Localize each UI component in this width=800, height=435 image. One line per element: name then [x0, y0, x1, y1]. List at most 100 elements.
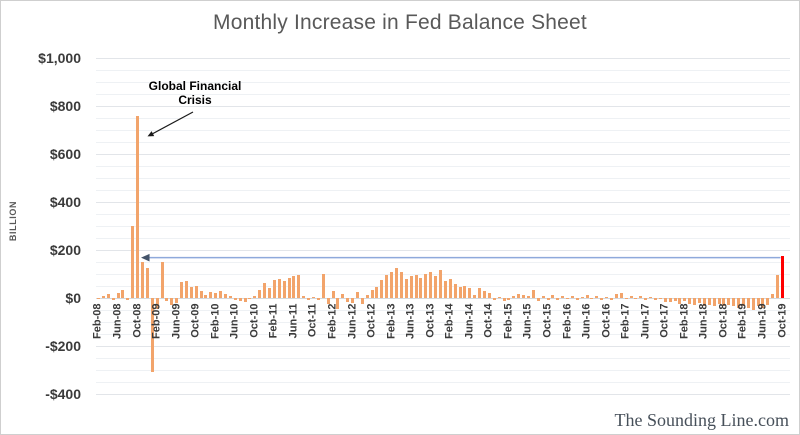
grid-line: [96, 82, 790, 83]
bar: [395, 268, 398, 298]
grid-line: [96, 130, 790, 131]
bar: [468, 288, 472, 298]
y-tick-label: $200: [49, 242, 81, 258]
y-tick-label: $1,000: [38, 50, 81, 66]
bar: [605, 296, 609, 298]
grid-line: [96, 274, 790, 275]
grid-line: [96, 226, 790, 227]
x-tick-label: Jun-14: [463, 303, 476, 339]
x-tick-label: Oct-10: [248, 303, 261, 338]
bar: [693, 298, 696, 305]
bar: [390, 271, 394, 298]
bar: [243, 298, 247, 302]
x-tick-label: Oct-12: [365, 303, 378, 338]
bar: [688, 298, 692, 304]
grid-line: [96, 118, 790, 119]
bar: [434, 275, 438, 298]
x-tick-label: Oct-19: [776, 303, 788, 338]
bar: [316, 298, 320, 301]
bar: [424, 274, 428, 298]
bar: [517, 294, 521, 298]
bar: [683, 298, 687, 302]
bar: [126, 298, 130, 301]
bar: [233, 298, 237, 300]
bar: [385, 275, 389, 298]
y-tick-label: -$400: [45, 386, 81, 402]
bar: [136, 115, 139, 298]
bar: [175, 298, 179, 303]
grid-line: [96, 286, 790, 287]
grid-line: [96, 238, 790, 239]
x-tick-label: Jun-11: [287, 303, 300, 339]
bar: [258, 289, 262, 298]
bar: [507, 298, 511, 301]
bar: [492, 298, 496, 300]
chart-title: Monthly Increase in Fed Balance Sheet: [213, 11, 587, 34]
bar: [546, 298, 550, 300]
bar: [116, 293, 120, 298]
bar: [746, 298, 750, 309]
bar: [189, 287, 193, 298]
bar: [614, 294, 618, 298]
bar: [272, 279, 276, 298]
bar: [150, 298, 154, 373]
bar: [287, 277, 291, 298]
x-tick-label: Jun-18: [697, 303, 710, 339]
bar: [536, 298, 540, 301]
bar: [556, 298, 560, 301]
bar: [629, 296, 633, 298]
bar: [238, 298, 242, 301]
bar: [722, 298, 726, 307]
bar: [248, 298, 252, 300]
bar: [351, 298, 354, 304]
gfc-arrowhead-icon: [147, 131, 155, 137]
bar: [497, 296, 501, 298]
bar: [145, 267, 149, 298]
y-tick-label: $0: [65, 290, 81, 306]
bar: [307, 298, 310, 300]
bar: [399, 271, 403, 298]
bar: [380, 280, 384, 298]
x-tick-label: Feb-15: [502, 303, 515, 339]
bar: [590, 298, 594, 300]
bar: [487, 292, 491, 298]
bar: [531, 290, 535, 298]
grid-line: [96, 202, 790, 203]
bar: [443, 281, 447, 298]
x-tick-label: Oct-16: [600, 303, 613, 338]
bar: [702, 298, 706, 307]
grid-line: [96, 142, 790, 143]
bar: [761, 298, 765, 309]
x-tick-label: Jun-15: [521, 303, 534, 339]
x-tick-label: Oct-17: [658, 303, 671, 338]
bar: [131, 226, 135, 298]
x-tick-label: Oct-11: [306, 303, 319, 338]
x-tick-label: Oct-14: [482, 303, 495, 338]
bar: [341, 294, 345, 298]
bar: [678, 298, 682, 304]
bar: [199, 290, 203, 298]
x-tick-label: Oct-13: [424, 303, 437, 338]
x-tick-label: Feb-10: [209, 303, 222, 339]
x-tick-label: Feb-09: [150, 303, 163, 339]
bar: [224, 294, 227, 298]
bar: [253, 296, 257, 298]
x-tick-label: Jun-16: [580, 303, 593, 339]
bar: [101, 296, 105, 298]
x-tick-label: Jun-10: [228, 303, 241, 339]
x-tick-label: Feb-18: [678, 303, 691, 339]
bar: [580, 296, 584, 298]
bar: [570, 295, 574, 298]
bar: [658, 298, 662, 300]
bar: [697, 298, 701, 303]
bar: [429, 271, 433, 298]
bar: [453, 284, 457, 298]
x-tick-label: Jun-09: [170, 303, 183, 339]
bar: [482, 291, 486, 298]
x-tick-label: Feb-08: [91, 303, 104, 339]
x-tick-label: Jun-13: [404, 303, 417, 339]
bar: [228, 295, 232, 298]
bar: [311, 296, 315, 298]
bar: [585, 295, 589, 298]
bar: [751, 298, 755, 310]
